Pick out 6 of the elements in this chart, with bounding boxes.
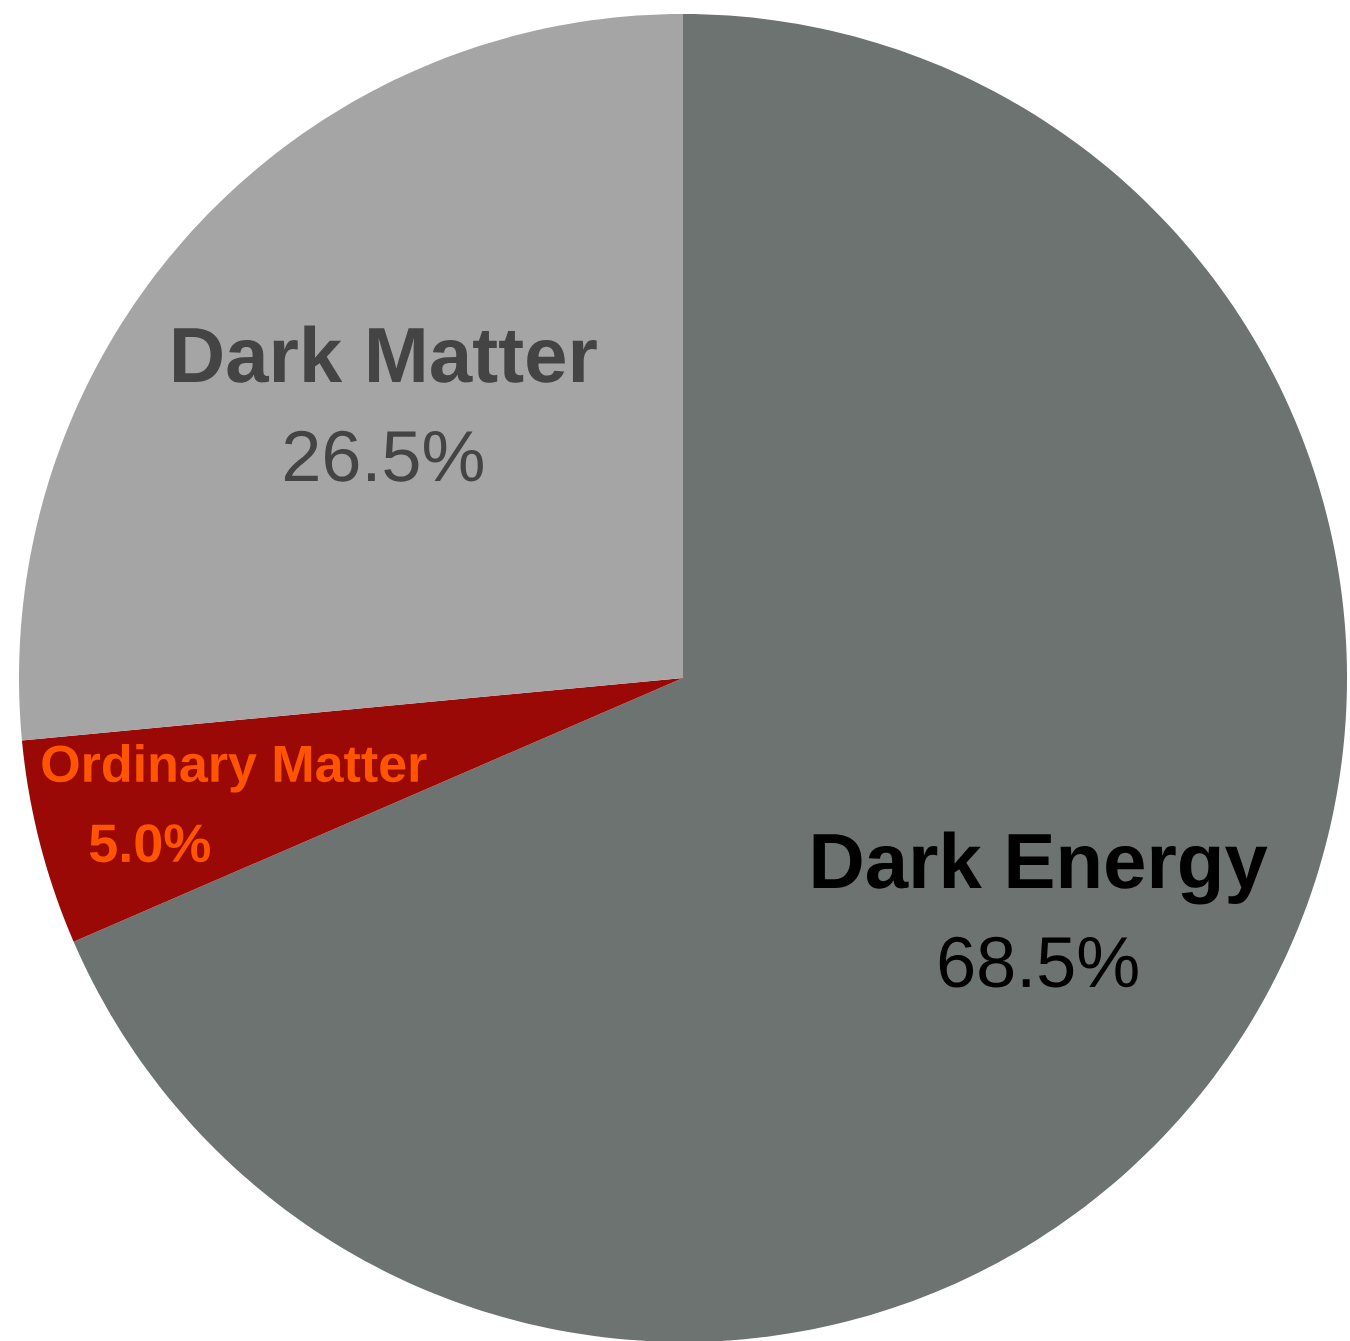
data-label: 26.5%	[284, 430, 483, 482]
data-label: 5.0%	[89, 824, 210, 863]
slice-label: Ordinary Matter	[42, 744, 427, 793]
slice-label: Dark Matter	[174, 325, 597, 383]
slice-label: Dark Energy	[813, 831, 1268, 905]
data-label: 68.5%	[939, 936, 1138, 988]
